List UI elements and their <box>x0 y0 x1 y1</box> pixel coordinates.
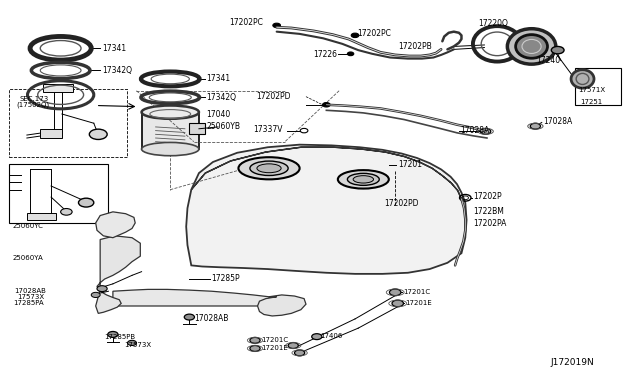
Polygon shape <box>113 289 269 306</box>
Text: 17406: 17406 <box>320 333 342 339</box>
Text: 17573X: 17573X <box>17 294 44 300</box>
Text: 17285PB: 17285PB <box>104 334 136 340</box>
Text: 17201E: 17201E <box>261 346 288 352</box>
Ellipse shape <box>257 164 281 173</box>
Ellipse shape <box>338 170 389 189</box>
Text: 25060YA: 25060YA <box>13 255 44 261</box>
Text: 17201C: 17201C <box>261 337 289 343</box>
Text: J172019N: J172019N <box>550 358 595 367</box>
Text: 17028A: 17028A <box>543 117 572 126</box>
Text: 17342Q: 17342Q <box>207 93 237 102</box>
Ellipse shape <box>239 157 300 179</box>
Circle shape <box>294 350 305 356</box>
Circle shape <box>551 46 564 54</box>
Polygon shape <box>96 236 140 313</box>
Circle shape <box>97 286 107 292</box>
Text: 17337V: 17337V <box>253 125 283 134</box>
Bar <box>9 89 127 157</box>
Text: 17342Q: 17342Q <box>102 66 132 75</box>
Text: (17502Q): (17502Q) <box>17 102 50 108</box>
Circle shape <box>250 337 260 343</box>
Text: 17028A: 17028A <box>460 126 490 135</box>
Bar <box>575 68 621 105</box>
Ellipse shape <box>571 70 594 88</box>
Bar <box>9 164 108 223</box>
Circle shape <box>323 103 330 107</box>
Circle shape <box>392 300 403 307</box>
Text: 17573X: 17573X <box>124 342 151 348</box>
Text: 25060YB: 25060YB <box>207 122 241 131</box>
Circle shape <box>108 331 118 337</box>
Circle shape <box>127 340 136 346</box>
Polygon shape <box>96 212 135 238</box>
Text: 17028AB: 17028AB <box>14 288 46 294</box>
Text: 17028AB: 17028AB <box>194 314 228 323</box>
Text: 25060YC: 25060YC <box>13 222 44 228</box>
Ellipse shape <box>353 176 374 183</box>
Polygon shape <box>191 147 461 199</box>
Text: 17341: 17341 <box>207 74 230 83</box>
Bar <box>141 112 199 149</box>
Text: 17202PD: 17202PD <box>256 92 291 101</box>
Text: 17220Q: 17220Q <box>478 19 508 28</box>
Circle shape <box>250 346 260 352</box>
Circle shape <box>348 52 354 56</box>
Ellipse shape <box>250 161 288 176</box>
Circle shape <box>312 334 322 340</box>
Polygon shape <box>257 295 306 316</box>
Text: 17202PA: 17202PA <box>473 219 506 228</box>
Text: 17285P: 17285P <box>212 274 240 283</box>
Bar <box>27 213 56 220</box>
Text: 17202PB: 17202PB <box>397 42 431 51</box>
Text: 17040: 17040 <box>207 110 231 119</box>
Bar <box>40 129 62 138</box>
Text: 1722BM: 1722BM <box>473 206 504 216</box>
Text: 17201C: 17201C <box>403 289 430 295</box>
Text: 17201E: 17201E <box>405 301 432 307</box>
Circle shape <box>92 292 100 298</box>
Text: 17202PD: 17202PD <box>384 199 418 208</box>
Circle shape <box>61 209 72 215</box>
Circle shape <box>288 343 298 349</box>
Text: 17240: 17240 <box>537 56 561 65</box>
Bar <box>189 123 205 134</box>
Circle shape <box>531 123 540 129</box>
Text: SEC.173: SEC.173 <box>19 96 49 102</box>
Circle shape <box>351 33 359 38</box>
Text: 17201: 17201 <box>397 160 422 169</box>
Ellipse shape <box>141 142 199 156</box>
Ellipse shape <box>516 35 547 58</box>
Text: 17571X: 17571X <box>578 87 605 93</box>
Text: 17202PC: 17202PC <box>230 18 264 27</box>
Text: 17341: 17341 <box>102 44 126 53</box>
Text: 17202P: 17202P <box>473 192 502 201</box>
Polygon shape <box>186 145 467 274</box>
Ellipse shape <box>508 29 556 64</box>
Circle shape <box>481 128 491 134</box>
Text: 17226: 17226 <box>314 51 338 60</box>
Text: 17202PC: 17202PC <box>357 29 391 38</box>
Bar <box>43 84 74 92</box>
Text: 17285PA: 17285PA <box>13 300 44 306</box>
Circle shape <box>184 314 195 320</box>
Text: 17251: 17251 <box>580 99 602 105</box>
Circle shape <box>79 198 94 207</box>
Ellipse shape <box>141 106 199 119</box>
Circle shape <box>273 23 280 28</box>
Ellipse shape <box>348 173 380 185</box>
Circle shape <box>90 129 107 140</box>
Circle shape <box>390 289 401 296</box>
